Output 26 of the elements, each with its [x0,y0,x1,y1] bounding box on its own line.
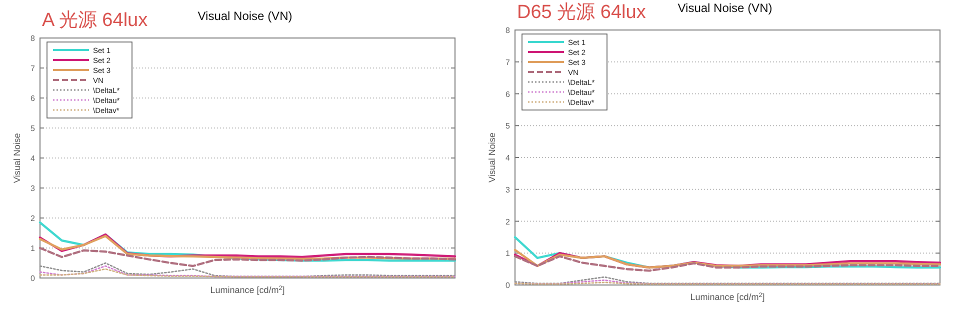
y-tick-label: 4 [506,154,511,162]
chart-title: D65 光源 64lux [517,2,646,23]
y-tick-label: 2 [506,217,511,226]
y-tick-label: 1 [506,249,511,258]
y-tick-label: 7 [30,64,36,73]
y-tick-label: 0 [30,274,36,283]
x-axis-title: Luminance [cd/m$^{2}$] [690,292,765,302]
y-tick-label: 3 [30,184,36,193]
y-tick-label: 4 [30,154,36,163]
y-tick-label: 1 [30,244,36,253]
y-tick-label: 3 [506,185,511,194]
y-tick-label: 8 [30,34,36,43]
chart-subtitle: Visual Noise (VN) [198,9,292,23]
chart-subtitle: Visual Noise (VN) [678,1,772,15]
x-axis-title: Luminance [cd/m$^{2}$] [210,284,285,295]
y-tick-label: 7 [506,58,511,67]
y-axis-title: Visual Noise [487,132,497,182]
y-tick-label: 0 [506,281,511,290]
chart-title: A 光源 64lux [42,10,148,31]
y-axis-title: Visual Noise [12,133,22,183]
y-tick-label: 5 [506,122,511,131]
y-tick-label: 6 [30,94,36,103]
y-tick-label: 8 [506,26,511,35]
y-tick-label: 5 [30,124,36,133]
y-tick-label: 6 [506,90,511,99]
y-tick-label: 2 [30,214,36,223]
